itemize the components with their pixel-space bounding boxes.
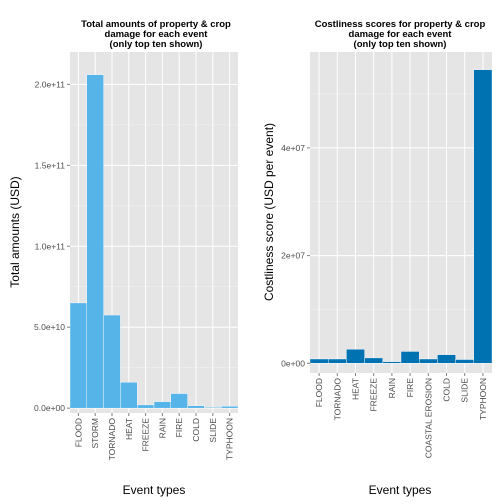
- bar-tornado: [103, 314, 121, 409]
- bar-storm: [86, 74, 104, 409]
- bar-typhoon: [220, 406, 239, 409]
- right-chart: Costliness scores for property & crop da…: [262, 19, 493, 497]
- x-tick-label: TYPHOON: [225, 418, 235, 460]
- x-tick-label: SLIDE: [208, 418, 218, 443]
- bar-flood: [69, 302, 87, 409]
- y-tick-label: 2e+07: [281, 251, 305, 261]
- bar-cold: [437, 354, 456, 364]
- x-tick-label: TYPHOON: [478, 378, 488, 420]
- y-tick-label: 0e+00: [281, 358, 305, 368]
- bar-freeze: [364, 357, 384, 364]
- x-tick-label: FLOOD: [314, 378, 324, 407]
- left-chart-title-line-1: Total amounts of property & crop: [81, 19, 231, 30]
- bar-heat: [120, 382, 138, 409]
- left-chart-title-line-2: damage for each event: [105, 29, 209, 40]
- bar-cold: [187, 405, 205, 409]
- right-chart-bars: [309, 69, 493, 364]
- x-tick-label: HEAT: [351, 378, 361, 400]
- bar-typhoon: [473, 69, 493, 364]
- bar-tornado: [328, 358, 347, 364]
- x-tick-label: SLIDE: [460, 378, 470, 403]
- x-tick-label: COLD: [191, 418, 201, 442]
- x-tick-label: FREEZE: [369, 378, 379, 412]
- x-tick-label: HEAT: [124, 418, 134, 440]
- left-chart-x-axis-label: Event types: [123, 483, 186, 497]
- left-chart-y-axis-label: Total amounts (USD): [8, 176, 22, 287]
- right-chart-x-ticks: FLOOD TORNADO HEAT FREEZE RAIN FIRE COASTAL ER…: [314, 373, 488, 458]
- left-chart-x-ticks: FLOOD STORM TORNADO HEAT FREEZE RAIN FIRE COLD S…: [73, 413, 235, 461]
- x-tick-label: COLD: [442, 378, 452, 402]
- left-chart-y-ticks: 0.0e+00 5.0e+10 1.0e+11 1.5e+11 2.0e+11: [34, 79, 70, 413]
- right-chart-x-axis-label: Event types: [369, 483, 432, 497]
- x-tick-label: STORM: [90, 418, 100, 449]
- x-tick-label: COASTAL EROSION: [423, 378, 433, 458]
- y-tick-label: 2.0e+11: [35, 79, 66, 89]
- bar-heat: [346, 349, 365, 364]
- right-chart-title-line-1: Costliness scores for property & crop: [315, 19, 486, 30]
- bar-rain: [153, 401, 171, 409]
- right-chart-y-axis-label: Costliness score (USD per event): [262, 123, 276, 301]
- x-tick-label: FIRE: [405, 378, 415, 398]
- bar-coastal-erosion: [419, 358, 438, 364]
- y-tick-label: 4e+07: [281, 143, 305, 153]
- x-tick-label: RAIN: [387, 378, 397, 398]
- x-tick-label: TORNADO: [332, 378, 342, 421]
- x-tick-label: TORNADO: [107, 418, 117, 461]
- left-chart-title-line-3: (only top ten shown): [110, 39, 203, 50]
- x-tick-label: FREEZE: [141, 418, 151, 452]
- y-tick-label: 0.0e+00: [34, 403, 65, 413]
- right-chart-y-ticks: 0e+00 2e+07 4e+07: [281, 143, 310, 368]
- right-chart-title-line-3: (only top ten shown): [354, 39, 447, 50]
- bar-slide: [455, 359, 475, 364]
- bar-rain: [382, 361, 402, 364]
- bar-flood: [309, 358, 329, 364]
- bar-fire: [400, 351, 420, 364]
- y-tick-label: 1.0e+11: [35, 241, 66, 251]
- left-chart-bars: [69, 74, 239, 409]
- bar-slide: [204, 407, 222, 409]
- bar-freeze: [136, 404, 155, 409]
- right-chart-panel: [310, 52, 492, 373]
- left-chart: Total amounts of property & crop damage …: [8, 19, 239, 497]
- right-chart-title-line-2: damage for each event: [349, 29, 453, 40]
- y-tick-label: 1.5e+11: [35, 160, 66, 170]
- x-tick-label: FIRE: [174, 418, 184, 438]
- x-tick-label: FLOOD: [73, 418, 83, 447]
- y-tick-label: 5.0e+10: [34, 322, 65, 332]
- bar-fire: [170, 393, 188, 409]
- x-tick-label: RAIN: [157, 418, 167, 438]
